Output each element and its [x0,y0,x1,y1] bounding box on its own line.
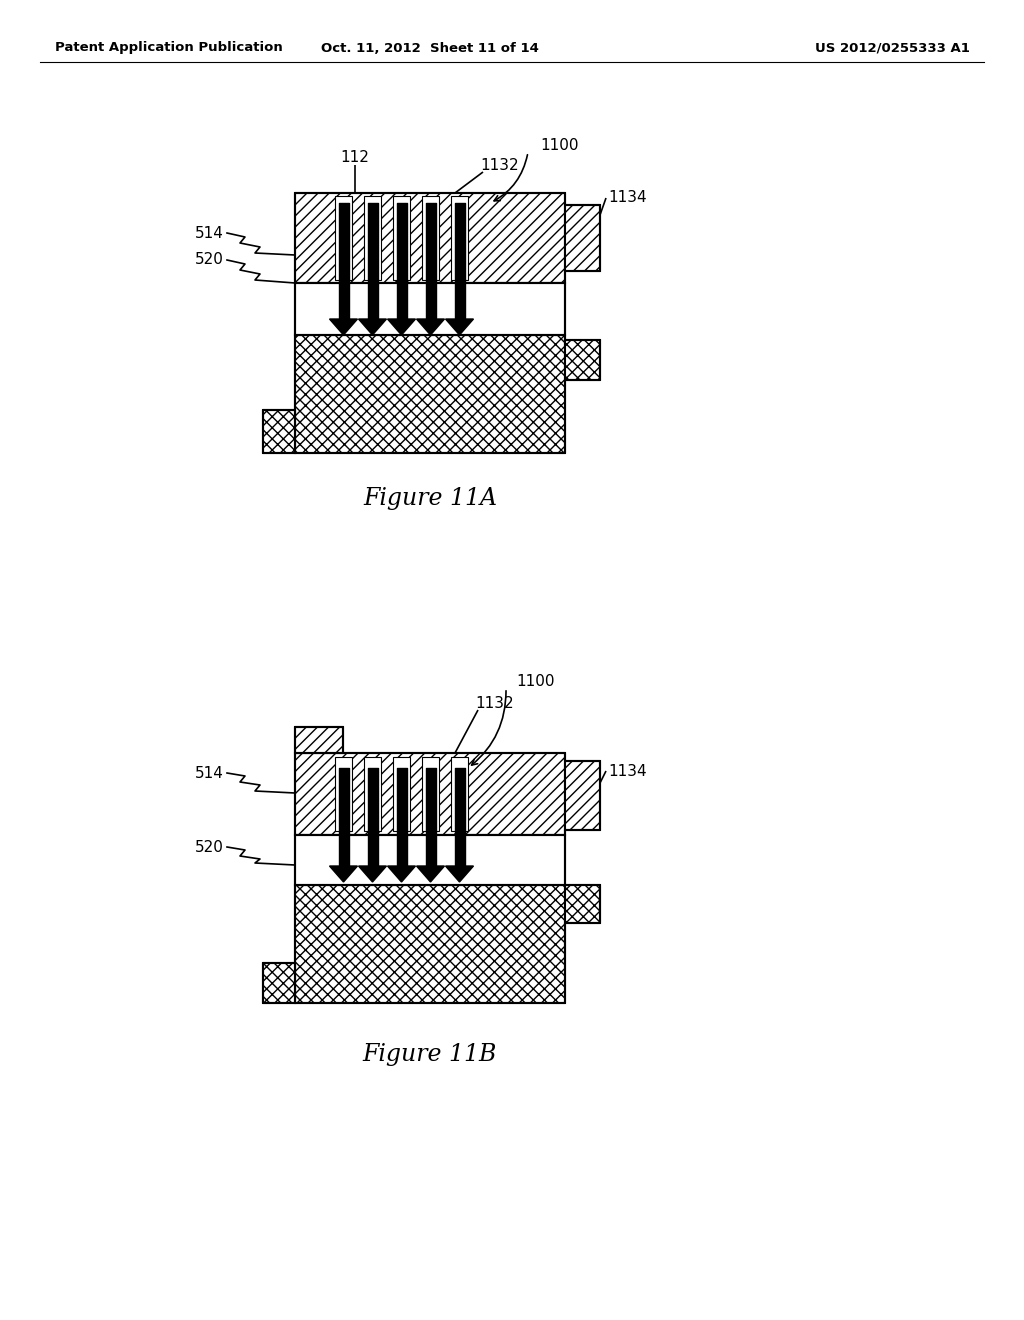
Text: Patent Application Publication: Patent Application Publication [55,41,283,54]
Polygon shape [445,866,473,882]
Polygon shape [358,866,386,882]
Polygon shape [330,319,357,335]
Bar [451,756,468,832]
Polygon shape [387,319,416,335]
Bar [335,195,352,280]
Bar [295,193,565,282]
Bar [263,411,295,453]
Text: 1132: 1132 [480,157,518,173]
Text: 1100: 1100 [516,673,555,689]
Polygon shape [417,319,444,335]
Bar [295,752,565,836]
Text: 514: 514 [196,226,224,240]
Bar [393,195,410,280]
Text: Figure 11B: Figure 11B [362,1044,498,1067]
Bar [565,341,600,380]
Bar [565,884,600,923]
Bar [451,195,468,280]
Bar [295,282,565,335]
Bar [565,762,600,830]
Bar [364,756,381,832]
Polygon shape [330,866,357,882]
Bar [422,195,439,280]
Bar [335,756,352,832]
Bar [565,205,600,271]
Text: Oct. 11, 2012  Sheet 11 of 14: Oct. 11, 2012 Sheet 11 of 14 [322,41,539,54]
Bar [263,964,295,1003]
Text: 112: 112 [341,150,370,165]
Bar [422,756,439,832]
Text: 514: 514 [196,766,224,780]
Text: US 2012/0255333 A1: US 2012/0255333 A1 [815,41,970,54]
Text: 520: 520 [196,840,224,854]
Bar [295,884,565,1003]
Bar [295,335,565,453]
Polygon shape [358,319,386,335]
Bar [393,756,410,832]
Text: 1100: 1100 [540,137,579,153]
Text: Figure 11A: Figure 11A [362,487,497,510]
Text: 520: 520 [196,252,224,268]
Text: 1134: 1134 [608,190,646,206]
Polygon shape [445,319,473,335]
Bar [295,836,565,884]
Bar [295,727,343,752]
Polygon shape [387,866,416,882]
Polygon shape [417,866,444,882]
Bar [364,195,381,280]
Text: 1132: 1132 [475,696,514,710]
Text: 1134: 1134 [608,763,646,779]
